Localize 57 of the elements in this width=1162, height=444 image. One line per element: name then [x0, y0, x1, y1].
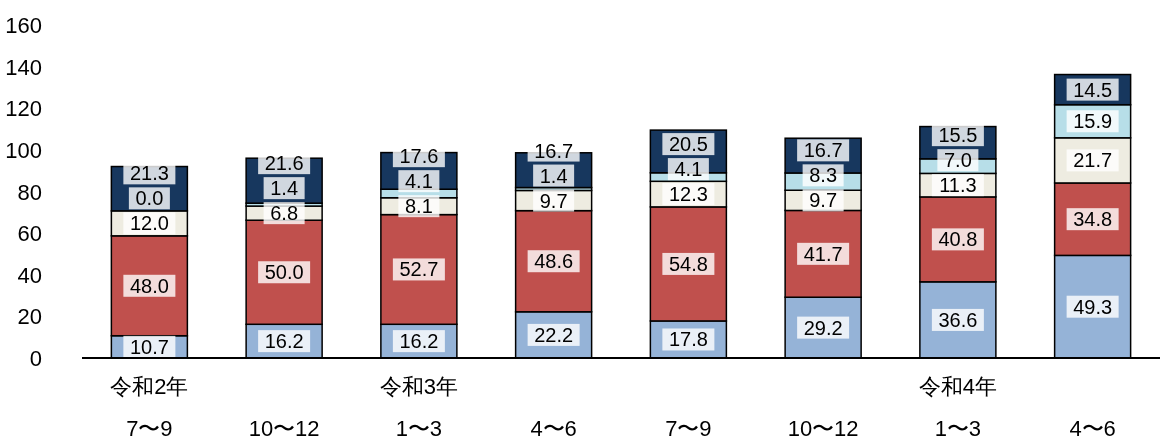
data-label: 40.8	[938, 228, 978, 251]
y-tick-label: 160	[5, 13, 42, 38]
data-label: 21.6	[264, 152, 304, 175]
data-label: 11.3	[939, 174, 977, 197]
y-tick-label: 80	[17, 179, 42, 205]
y-tick-label: 100	[5, 137, 42, 163]
x-tick-label: 10〜12	[248, 416, 320, 441]
data-label: 16.2	[264, 330, 304, 353]
y-tick-label: 0	[29, 346, 42, 371]
y-tick-label: 120	[5, 96, 42, 122]
y-tick-label: 20	[17, 304, 42, 330]
data-label: 52.7	[399, 258, 439, 281]
data-label: 16.7	[534, 139, 574, 162]
x-tick-label: 4〜6	[530, 416, 577, 441]
data-label: 10.7	[129, 335, 169, 358]
data-label: 15.9	[1073, 110, 1113, 133]
data-label: 12.3	[668, 183, 708, 206]
data-label: 49.3	[1073, 295, 1113, 318]
y-tick-label: 60	[17, 221, 42, 247]
data-label: 8.3	[809, 164, 838, 187]
data-label: 20.5	[668, 133, 708, 156]
data-label: 54.8	[668, 252, 708, 275]
x-tick-label: 令和3年 1〜3	[379, 374, 458, 441]
data-label: 9.7	[809, 189, 838, 212]
data-label: 16.7	[803, 139, 843, 162]
data-label: 1.4	[270, 177, 299, 200]
x-tick-label: 10〜12	[787, 416, 859, 441]
data-label: 9.7	[539, 189, 568, 212]
x-tick-label: 7〜9	[665, 416, 712, 441]
data-label: 17.6	[399, 145, 439, 168]
data-label: 36.6	[938, 308, 978, 331]
data-label: 16.2	[399, 330, 439, 353]
x-tick-label: 令和4年 1〜3	[918, 374, 997, 441]
data-label: 29.2	[803, 316, 843, 339]
x-tick-label: 令和2年 7〜9	[110, 374, 189, 441]
data-label: 21.7	[1073, 149, 1113, 172]
x-tick-label: 4〜6	[1069, 416, 1116, 441]
data-label: 50.0	[264, 261, 304, 284]
data-label: 14.5	[1073, 78, 1113, 101]
data-label: 4.1	[674, 158, 703, 181]
data-label: 0.0	[135, 187, 164, 210]
data-label: 48.0	[129, 274, 169, 297]
data-label: 48.6	[534, 250, 574, 273]
y-tick-label: 40	[17, 262, 42, 288]
data-label: 17.8	[668, 328, 708, 351]
data-label: 8.1	[404, 195, 433, 218]
data-label: 22.2	[534, 323, 574, 346]
data-label: 15.5	[938, 124, 978, 147]
data-label: 34.8	[1073, 208, 1113, 231]
data-label: 12.0	[129, 212, 169, 235]
data-label: 1.4	[539, 164, 568, 187]
data-label: 41.7	[803, 242, 843, 265]
data-label: 6.8	[270, 202, 299, 225]
data-label: 4.1	[404, 170, 433, 193]
data-label: 7.0	[943, 149, 972, 172]
y-tick-label: 140	[5, 54, 42, 80]
data-label: 21.3	[129, 162, 169, 185]
